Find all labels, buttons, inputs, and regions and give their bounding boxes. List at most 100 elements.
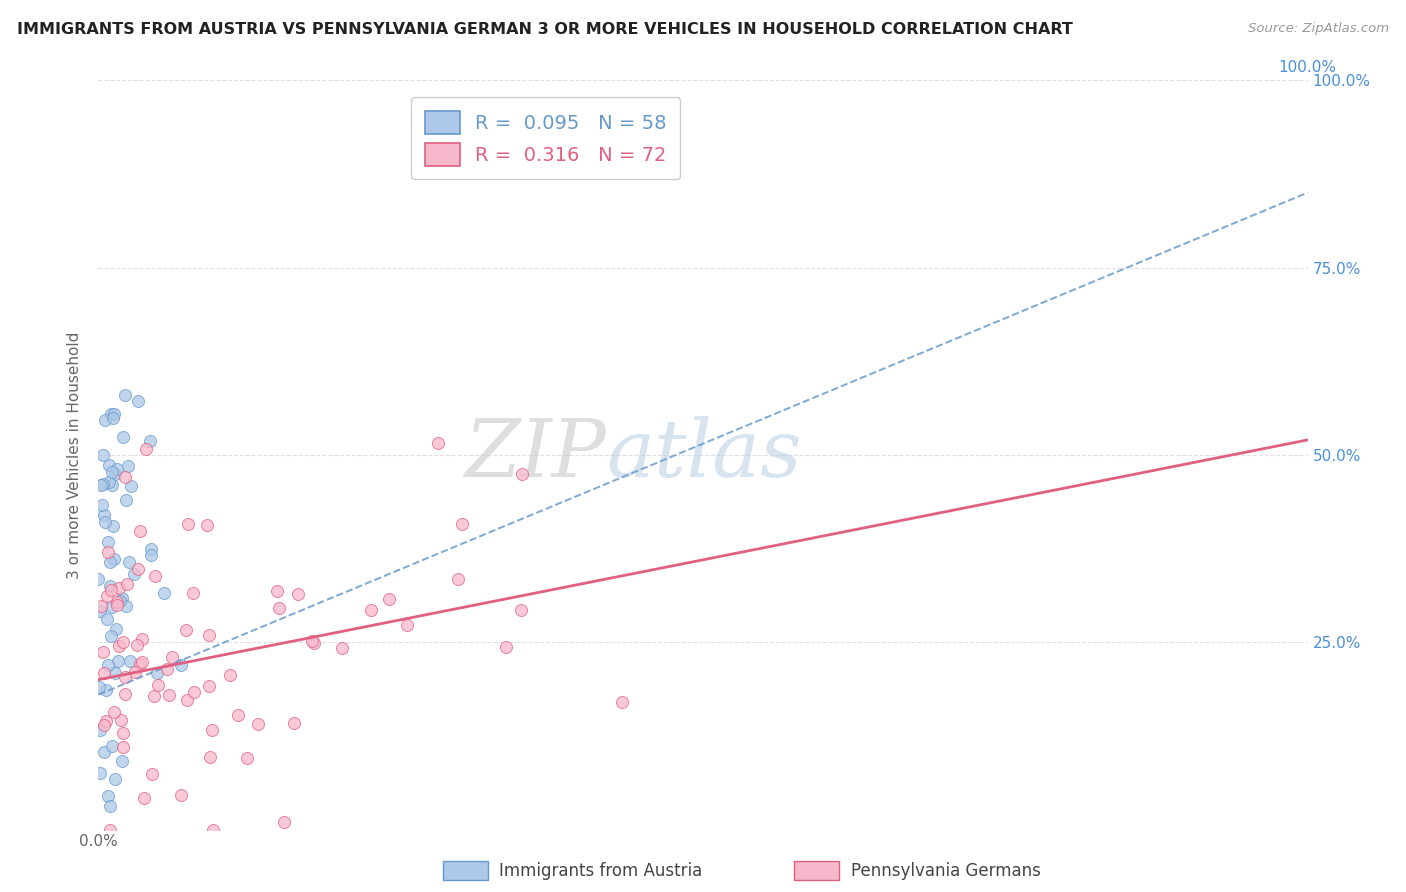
Point [98, 822, 121, 837]
Point [110, 594, 132, 608]
Point [94, 714, 117, 729]
Point [330, 641, 353, 656]
Point [195, 518, 218, 533]
Point [100, 583, 122, 598]
Point [177, 516, 200, 531]
Point [145, 665, 167, 680]
Point [91, 645, 114, 659]
Point [101, 465, 124, 479]
Point [94, 515, 117, 529]
Point [107, 655, 129, 669]
Point [101, 519, 124, 533]
Point [174, 624, 197, 638]
Point [146, 678, 169, 692]
Point [93, 745, 115, 759]
Point [89, 766, 111, 780]
Point [98, 799, 121, 814]
Point [112, 430, 135, 444]
Point [495, 640, 517, 654]
Point [170, 657, 193, 672]
Point [139, 548, 162, 562]
Point [197, 628, 219, 642]
Point [117, 458, 139, 473]
Point [117, 555, 139, 569]
Point [198, 679, 221, 693]
Point [114, 687, 136, 701]
Legend: R =  0.095   N = 58, R =  0.316   N = 72: R = 0.095 N = 58, R = 0.316 N = 72 [411, 97, 681, 179]
Point [283, 715, 305, 730]
Point [103, 705, 125, 719]
Point [301, 633, 323, 648]
Point [97, 475, 120, 490]
Point [198, 750, 221, 764]
Point [94, 413, 117, 427]
Point [124, 665, 146, 679]
Point [117, 576, 139, 591]
Point [201, 822, 224, 837]
Point [97, 458, 120, 472]
Point [135, 442, 157, 456]
Point [89, 603, 111, 617]
Point [98, 579, 121, 593]
Point [139, 434, 162, 448]
Point [120, 654, 142, 668]
Point [111, 754, 134, 768]
Y-axis label: 3 or more Vehicles in Household: 3 or more Vehicles in Household [67, 331, 83, 579]
Point [612, 695, 634, 709]
Point [122, 566, 145, 581]
Point [91, 476, 114, 491]
Point [395, 618, 418, 632]
Point [103, 552, 125, 566]
Point [451, 516, 474, 531]
Point [110, 714, 132, 728]
Point [131, 655, 153, 669]
Point [273, 814, 295, 829]
Point [100, 407, 122, 421]
Point [509, 603, 531, 617]
Point [104, 666, 127, 681]
Point [218, 667, 240, 681]
Point [129, 657, 152, 671]
Point [170, 788, 193, 802]
Point [115, 599, 138, 613]
Point [287, 587, 309, 601]
Point [93, 508, 115, 522]
Point [98, 555, 121, 569]
Point [115, 493, 138, 508]
Point [90, 498, 112, 512]
Point [200, 723, 222, 737]
Point [426, 435, 449, 450]
Point [267, 600, 290, 615]
Point [94, 682, 117, 697]
Point [104, 622, 127, 636]
Point [108, 639, 131, 653]
Point [97, 789, 120, 803]
Point [97, 658, 120, 673]
Point [97, 545, 120, 559]
Point [120, 479, 142, 493]
Text: Pennsylvania Germans: Pennsylvania Germans [851, 862, 1040, 880]
Point [89, 477, 111, 491]
Point [304, 636, 326, 650]
Point [103, 467, 125, 481]
Point [97, 534, 120, 549]
Point [89, 723, 111, 737]
Point [93, 666, 115, 681]
Point [93, 718, 115, 732]
Point [105, 598, 128, 612]
Point [90, 599, 112, 614]
Point [100, 599, 122, 614]
Point [246, 716, 269, 731]
Text: Immigrants from Austria: Immigrants from Austria [499, 862, 703, 880]
Point [114, 670, 136, 684]
Point [111, 635, 134, 649]
Text: Source: ZipAtlas.com: Source: ZipAtlas.com [1249, 22, 1389, 36]
Text: atlas: atlas [606, 417, 801, 493]
Point [131, 632, 153, 646]
Point [87, 680, 110, 694]
Point [87, 572, 110, 586]
Point [112, 739, 135, 754]
Point [360, 603, 382, 617]
Point [101, 411, 124, 425]
Point [129, 524, 152, 538]
